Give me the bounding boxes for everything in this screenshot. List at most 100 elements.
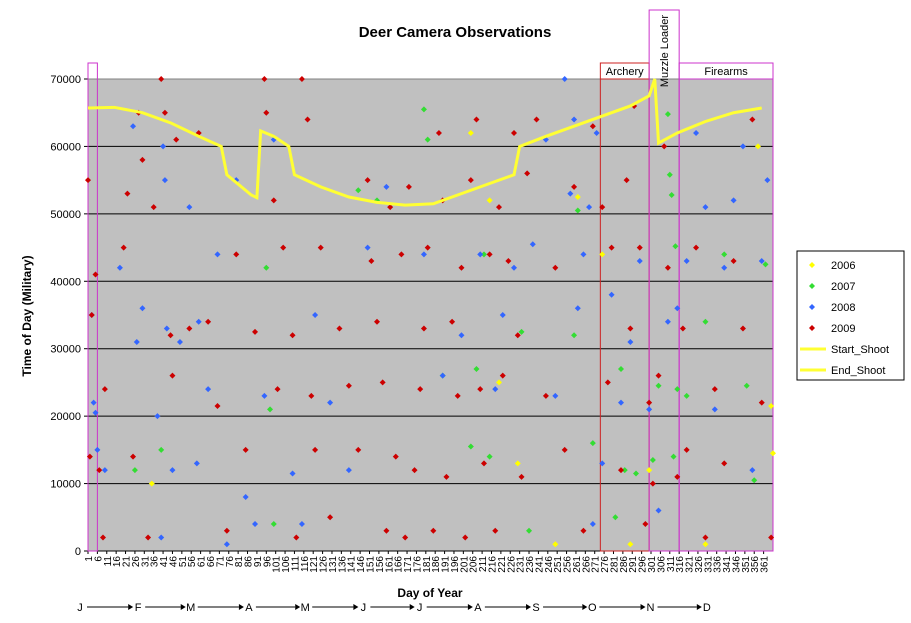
data-point-2008 bbox=[749, 467, 756, 474]
data-point-2008 bbox=[205, 386, 212, 393]
y-tick-label: 70000 bbox=[50, 74, 81, 86]
x-tick-label: 51 bbox=[178, 556, 189, 568]
data-point-2009 bbox=[467, 177, 474, 184]
data-point-2009 bbox=[96, 467, 103, 474]
data-point-2008 bbox=[158, 534, 165, 541]
data-point-2007 bbox=[486, 453, 493, 460]
data-point-2009 bbox=[88, 312, 95, 318]
data-point-2009 bbox=[86, 453, 93, 460]
data-point-2008 bbox=[154, 413, 161, 420]
data-point-2007 bbox=[655, 382, 662, 389]
data-point-2009 bbox=[327, 514, 334, 521]
data-point-2008 bbox=[477, 251, 484, 258]
legend-marker bbox=[809, 283, 815, 289]
data-point-2006 bbox=[770, 450, 776, 457]
data-point-2006 bbox=[467, 129, 474, 136]
data-point-2009 bbox=[274, 386, 281, 393]
x-tick-label: 31 bbox=[140, 556, 151, 568]
x-tick-label: 121 bbox=[309, 556, 320, 573]
x-tick-label: 231 bbox=[516, 556, 527, 573]
data-point-2007 bbox=[621, 467, 628, 474]
data-point-2008 bbox=[608, 291, 615, 298]
data-point-2007 bbox=[633, 470, 639, 477]
data-point-2007 bbox=[762, 261, 769, 268]
x-tick-label: 146 bbox=[356, 556, 367, 573]
data-point-2009 bbox=[679, 325, 686, 332]
data-point-2007 bbox=[424, 136, 431, 143]
data-point-2008 bbox=[683, 258, 690, 265]
x-tick-label: 286 bbox=[619, 556, 630, 573]
x-tick-label: 66 bbox=[206, 556, 217, 568]
data-point-2007 bbox=[702, 318, 709, 325]
data-point-2009 bbox=[674, 473, 681, 480]
month-label: J bbox=[361, 602, 367, 614]
x-tick-label: 41 bbox=[159, 556, 170, 568]
data-point-2007 bbox=[751, 477, 758, 484]
data-point-2009 bbox=[758, 399, 765, 406]
data-point-2008 bbox=[116, 264, 123, 271]
x-tick-label: 131 bbox=[328, 556, 339, 573]
data-points bbox=[85, 76, 776, 548]
month-arrow-head bbox=[640, 604, 646, 610]
data-point-2009 bbox=[589, 123, 596, 130]
data-point-2009 bbox=[571, 183, 578, 190]
x-tick-label: 61 bbox=[197, 556, 208, 568]
x-tick-label: 341 bbox=[722, 556, 733, 573]
data-point-2009 bbox=[161, 109, 168, 116]
data-point-2008 bbox=[586, 204, 593, 211]
month-label: M bbox=[301, 602, 310, 614]
data-point-2008 bbox=[193, 460, 200, 467]
x-tick-label: 296 bbox=[638, 556, 649, 573]
data-point-2009 bbox=[402, 534, 409, 541]
legend-label: Start_Shoot bbox=[831, 344, 889, 356]
data-point-2009 bbox=[721, 460, 728, 467]
data-point-2009 bbox=[379, 379, 386, 386]
shoot-lines bbox=[87, 78, 762, 207]
x-tick-label: 246 bbox=[544, 556, 555, 573]
x-tick-label: 81 bbox=[234, 556, 245, 568]
legend-marker bbox=[809, 262, 815, 268]
data-point-2007 bbox=[263, 264, 270, 271]
month-label: N bbox=[647, 602, 655, 614]
data-point-2009 bbox=[263, 109, 270, 116]
data-point-2009 bbox=[499, 372, 506, 379]
data-point-2009 bbox=[100, 534, 107, 541]
legend-label: 2007 bbox=[831, 281, 855, 293]
data-point-2009 bbox=[505, 258, 512, 265]
data-point-2009 bbox=[261, 76, 268, 82]
data-point-2009 bbox=[443, 473, 450, 480]
x-tick-label: 241 bbox=[534, 556, 545, 573]
data-point-2009 bbox=[514, 332, 521, 339]
x-tick-label: 1 bbox=[84, 556, 95, 562]
x-tick-label: 201 bbox=[459, 556, 470, 573]
month-arrow-head bbox=[467, 604, 473, 610]
x-axis-title: Day of Year bbox=[397, 586, 462, 600]
data-point-2009 bbox=[477, 386, 484, 393]
data-point-2008 bbox=[298, 521, 305, 528]
data-point-2009 bbox=[336, 325, 343, 332]
data-point-2006 bbox=[552, 541, 559, 548]
data-point-2008 bbox=[574, 305, 581, 312]
data-point-2008 bbox=[646, 406, 653, 413]
data-point-2009 bbox=[458, 264, 465, 271]
gridlines bbox=[88, 145, 773, 485]
data-point-2008 bbox=[90, 399, 97, 406]
data-point-2008 bbox=[655, 507, 662, 514]
legend-label: End_Shoot bbox=[831, 365, 885, 377]
data-point-2009 bbox=[304, 116, 311, 123]
data-point-2009 bbox=[518, 473, 525, 480]
data-point-2009 bbox=[364, 177, 371, 184]
legend-box bbox=[796, 250, 905, 381]
data-point-2009 bbox=[683, 446, 690, 453]
x-tick-label: 281 bbox=[609, 556, 620, 573]
data-point-2009 bbox=[214, 403, 221, 410]
data-point-2009 bbox=[608, 244, 615, 251]
data-point-2006 bbox=[486, 197, 493, 204]
season-box bbox=[87, 62, 98, 552]
y-axis-ticks: 0 10000 20000 30000 40000 50000 60000 70000 bbox=[50, 74, 88, 558]
data-point-2009 bbox=[374, 318, 381, 325]
data-point-2008 bbox=[364, 244, 371, 251]
x-tick-label: 266 bbox=[581, 556, 592, 573]
x-tick-label: 71 bbox=[215, 556, 226, 568]
x-tick-label: 291 bbox=[628, 556, 639, 573]
